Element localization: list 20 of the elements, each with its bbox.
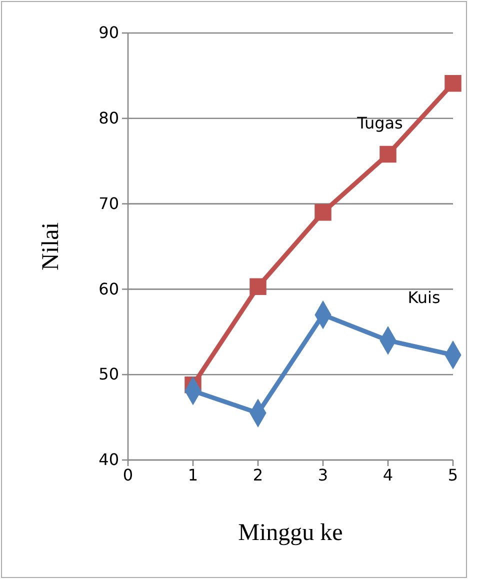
- y-tick-label: 70: [98, 194, 119, 213]
- x-tick-label: 5: [448, 465, 458, 484]
- series-label: Kuis: [408, 288, 440, 307]
- point: [250, 278, 266, 296]
- series-label: Tugas: [356, 113, 403, 132]
- x-tick-label: 2: [252, 465, 264, 484]
- y-tick-label: 80: [98, 108, 119, 128]
- x-tick-label: 0: [122, 465, 134, 484]
- y-tick-label: 90: [98, 23, 119, 42]
- x-tick-label: 4: [382, 465, 394, 484]
- point: [380, 146, 396, 163]
- x-tick-label: 1: [188, 465, 198, 484]
- y-tick-label: 60: [98, 279, 119, 298]
- y-tick-label: 40: [98, 450, 119, 470]
- x-axis-title: Minggu ke: [238, 520, 343, 546]
- y-axis-title: Nilai: [38, 222, 64, 270]
- y-tick-label: 50: [98, 364, 119, 384]
- point: [444, 75, 462, 92]
- point: [314, 204, 332, 221]
- x-tick-label: 3: [318, 465, 328, 484]
